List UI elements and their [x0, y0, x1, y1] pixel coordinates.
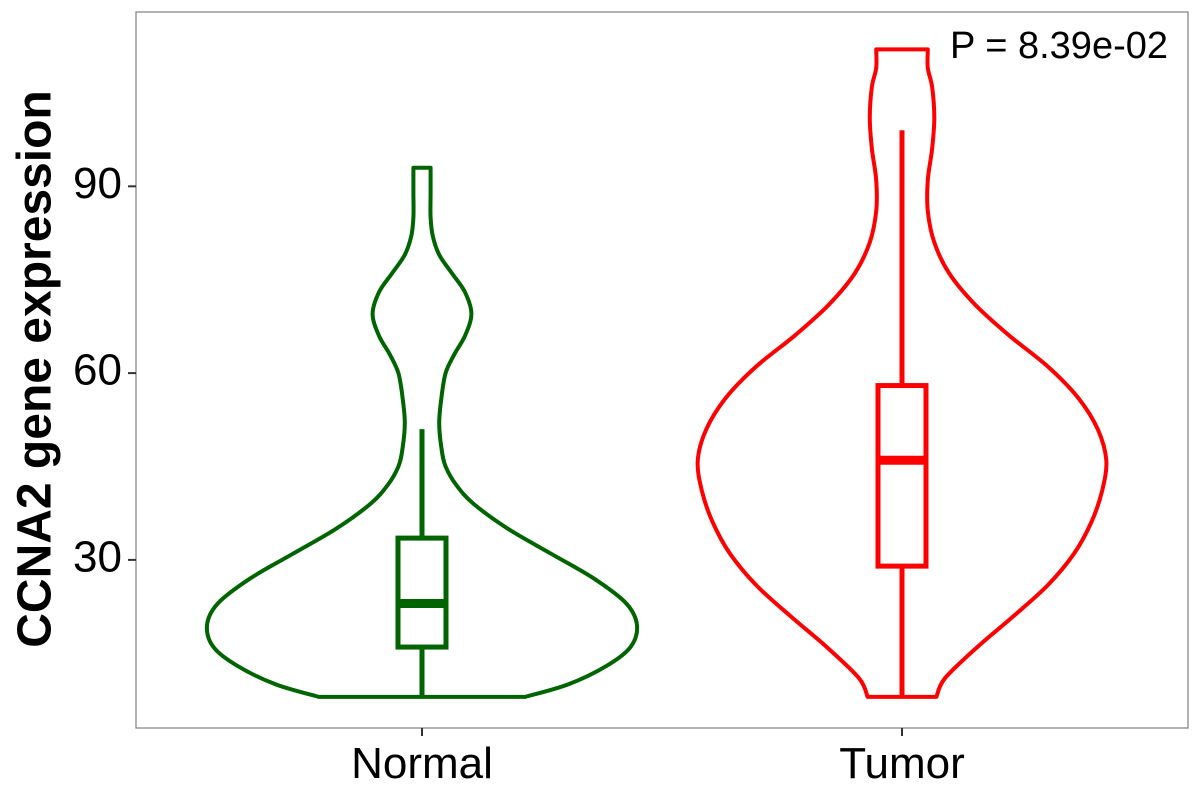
- y-tick-label-30: 30: [73, 533, 122, 582]
- y-axis: 30 60 90: [73, 159, 136, 582]
- violin-group-tumor: [695, 47, 1109, 699]
- iqr-box-tumor: [875, 383, 929, 569]
- x-tick-label-tumor: Tumor: [839, 739, 965, 788]
- violins-layer: [204, 47, 1109, 699]
- violin-group-normal: [204, 165, 640, 699]
- violin-outline-tumor: [695, 47, 1109, 699]
- p-value-annotation: P = 8.39e-02: [950, 25, 1168, 67]
- y-axis-label: CCNA2 gene expression: [9, 90, 62, 648]
- y-tick-label-60: 60: [73, 346, 122, 395]
- violin-outline-normal: [204, 165, 640, 699]
- iqr-box-normal: [395, 535, 449, 650]
- x-axis: Normal Tumor: [351, 728, 965, 788]
- x-tick-label-normal: Normal: [351, 739, 493, 788]
- plot-panel-border: [135, 11, 1189, 729]
- y-tick-label-90: 90: [73, 159, 122, 208]
